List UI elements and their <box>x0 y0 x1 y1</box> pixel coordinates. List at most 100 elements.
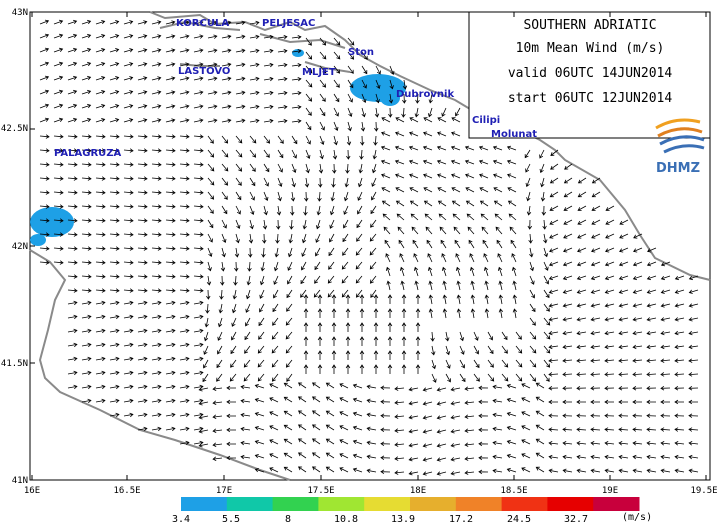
wind-arrow <box>193 342 204 348</box>
wind-arrow <box>450 387 461 392</box>
wind-arrow <box>137 356 148 362</box>
wind-arrow <box>165 204 176 209</box>
wind-arrow <box>95 104 106 109</box>
wind-arrow <box>151 190 162 195</box>
wind-arrow <box>249 163 256 172</box>
wind-arrow <box>137 274 148 279</box>
wind-arrow <box>221 34 232 39</box>
wind-arrow <box>382 213 391 221</box>
wind-arrow <box>357 177 363 188</box>
wind-arrow <box>647 247 657 253</box>
wind-arrow <box>290 205 295 216</box>
wind-arrow <box>506 397 517 403</box>
wind-arrow <box>165 246 176 251</box>
wind-arrow <box>632 261 643 267</box>
wind-arrow <box>137 232 148 237</box>
wind-arrow <box>315 247 321 257</box>
wind-arrow <box>380 159 391 165</box>
wind-arrow <box>674 399 684 405</box>
wind-arrow <box>619 233 629 239</box>
wind-arrow <box>548 441 559 446</box>
wind-arrow <box>510 239 517 249</box>
wind-arrow <box>198 401 209 406</box>
wind-arrow <box>151 76 162 81</box>
wind-arrow <box>271 359 279 368</box>
wind-arrow <box>369 247 377 256</box>
wind-arrow <box>53 33 64 39</box>
wind-arrow <box>327 289 335 298</box>
wind-arrow <box>81 61 92 67</box>
wind-arrow <box>366 412 377 417</box>
wind-arrow-field <box>39 19 699 476</box>
wind-arrow <box>618 441 629 446</box>
wind-arrow <box>562 454 573 460</box>
wind-arrow <box>305 163 310 174</box>
wind-arrow <box>371 191 377 201</box>
wind-arrow <box>359 149 364 160</box>
wind-arrow <box>590 372 601 377</box>
wind-arrow <box>646 261 657 267</box>
wind-arrow <box>445 373 451 383</box>
wind-arrow <box>427 107 433 118</box>
wind-arrow <box>67 218 78 223</box>
wind-arrow <box>604 441 615 446</box>
wind-arrow <box>179 62 190 67</box>
wind-arrow <box>604 289 615 294</box>
wind-arrow <box>646 358 657 363</box>
wind-arrow <box>95 148 106 153</box>
wind-arrow <box>39 162 50 167</box>
wind-arrow <box>633 247 643 253</box>
wind-arrow <box>590 468 601 473</box>
wind-arrow <box>492 145 503 151</box>
wind-arrow <box>207 118 218 123</box>
wind-arrow <box>273 275 279 285</box>
wind-arrow <box>95 314 106 320</box>
wind-arrow <box>604 385 615 391</box>
wind-arrow <box>95 300 106 306</box>
wind-arrow <box>53 190 64 195</box>
wind-arrow <box>95 232 106 237</box>
wind-arrow <box>329 219 335 229</box>
wind-arrow <box>286 289 293 299</box>
wind-arrow <box>259 275 265 286</box>
wind-arrow <box>218 303 223 314</box>
wind-arrow <box>436 443 447 448</box>
wind-arrow <box>345 350 351 360</box>
wind-arrow <box>269 453 279 459</box>
wind-arrow <box>381 173 391 179</box>
wind-arrow <box>484 308 490 319</box>
wind-arrow <box>283 438 293 445</box>
wind-arrow <box>288 233 293 244</box>
wind-arrow <box>688 330 699 336</box>
lat-label-41-5: 41.5N <box>1 359 28 369</box>
wind-arrow <box>398 239 405 249</box>
wind-arrow <box>39 204 50 209</box>
wind-arrow <box>402 79 408 90</box>
wind-arrow <box>137 204 148 209</box>
wind-arrow <box>646 385 657 391</box>
wind-arrow <box>249 118 260 124</box>
wind-arrow <box>604 317 615 322</box>
wind-arrow <box>95 48 106 53</box>
wind-arrow <box>165 342 176 348</box>
wind-arrow <box>165 134 176 139</box>
wind-arrow <box>526 191 531 202</box>
wind-arrow <box>590 413 601 418</box>
wind-arrow <box>374 107 380 118</box>
wind-arrow <box>632 399 642 405</box>
wind-arrow <box>452 213 461 221</box>
wind-arrow <box>179 342 190 348</box>
wind-shade-mljet <box>292 49 304 57</box>
wind-arrow <box>412 239 419 249</box>
wind-arrow <box>469 253 475 263</box>
wind-arrow <box>193 246 204 251</box>
wind-arrow <box>415 364 421 374</box>
wind-arrow <box>373 350 379 360</box>
wind-arrow <box>451 200 461 207</box>
wind-arrow <box>193 148 204 153</box>
wind-arrow <box>524 149 531 159</box>
wind-arrow <box>401 107 406 118</box>
wind-arrow <box>618 372 629 377</box>
wind-arrow <box>632 468 643 473</box>
wind-arrow <box>674 303 685 308</box>
